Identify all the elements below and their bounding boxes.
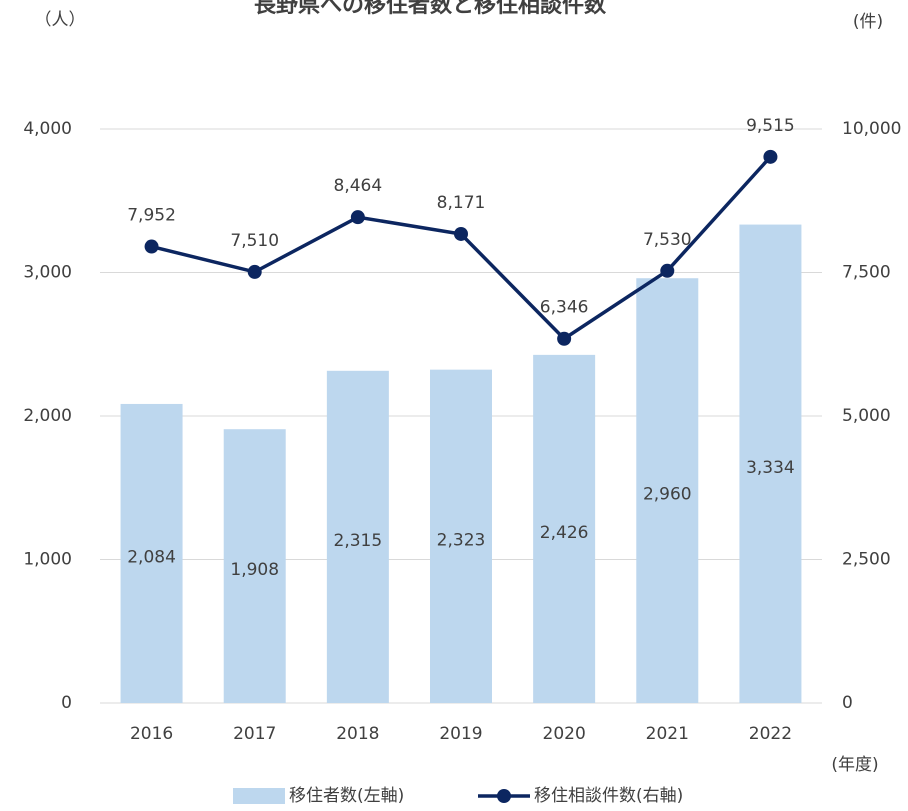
bar xyxy=(636,278,699,703)
line-value-label: 7,510 xyxy=(230,231,279,251)
line-value-label: 6,346 xyxy=(540,298,589,318)
x-tick-label: 2021 xyxy=(646,724,689,744)
bar xyxy=(326,370,389,703)
y-tick-label: 2,000 xyxy=(23,406,72,426)
bar-value-label: 3,334 xyxy=(746,458,795,478)
bar-value-label: 2,960 xyxy=(643,485,692,505)
x-tick-label: 2017 xyxy=(233,724,276,744)
line-value-label: 7,530 xyxy=(643,230,692,250)
legend-marker xyxy=(497,789,511,803)
line-marker xyxy=(350,210,365,225)
bar xyxy=(430,369,492,703)
bar-value-label: 2,315 xyxy=(334,531,383,551)
line-marker xyxy=(454,226,468,241)
legend-label: 移住相談件数(右軸) xyxy=(534,786,683,806)
bar xyxy=(223,429,286,703)
line-marker xyxy=(660,263,675,278)
x-axis-label: (年度) xyxy=(831,755,878,775)
line-marker xyxy=(763,149,778,164)
line-value-label: 7,952 xyxy=(127,206,176,226)
y-tick-label: 1,000 xyxy=(23,550,72,570)
y2-tick-label: 5,000 xyxy=(842,406,891,426)
x-tick-label: 2016 xyxy=(130,724,173,744)
line-marker xyxy=(557,331,572,346)
bar-value-label: 1,908 xyxy=(230,560,279,580)
y2-tick-label: 10,000 xyxy=(842,119,901,139)
x-tick-label: 2020 xyxy=(543,724,586,744)
y2-tick-label: 2,500 xyxy=(842,550,891,570)
bar-value-label: 2,323 xyxy=(437,530,486,550)
line-value-label: 8,171 xyxy=(437,193,486,213)
bar-value-label: 2,426 xyxy=(540,523,589,543)
y-tick-label: 0 xyxy=(61,693,72,713)
y-axis-label: （人） xyxy=(35,10,86,30)
y-tick-label: 4,000 xyxy=(23,119,72,139)
y2-tick-label: 0 xyxy=(842,693,853,713)
line-value-label: 8,464 xyxy=(334,176,383,196)
bar-value-label: 2,084 xyxy=(127,547,176,567)
bar xyxy=(120,403,183,703)
y2-axis-label: (件) xyxy=(853,12,883,32)
line-value-label: 9,515 xyxy=(746,116,795,136)
bar xyxy=(739,224,802,704)
legend-label: 移住者数(左軸) xyxy=(289,786,404,806)
x-tick-label: 2019 xyxy=(439,724,482,744)
x-tick-label: 2022 xyxy=(749,724,792,744)
line-marker xyxy=(144,239,159,254)
legend-swatch xyxy=(233,788,285,804)
y-tick-label: 3,000 xyxy=(23,263,72,283)
bar xyxy=(533,354,596,703)
chart-title: 長野県への移住者数と移住相談件数 xyxy=(254,0,607,18)
line-marker xyxy=(247,264,262,279)
x-tick-label: 2018 xyxy=(336,724,379,744)
y2-tick-label: 7,500 xyxy=(842,263,891,283)
